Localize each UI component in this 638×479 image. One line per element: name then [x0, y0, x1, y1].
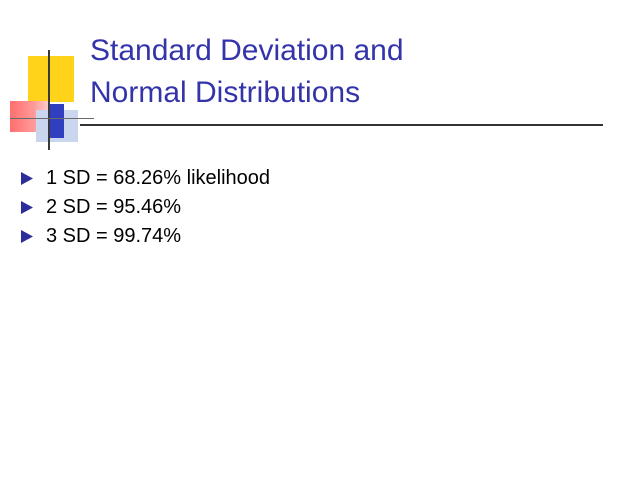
arrowhead-bullet-icon [21, 230, 33, 243]
decorative-vertical-line [48, 50, 50, 150]
bullet-text: 1 SD = 68.26% likelihood [46, 167, 271, 189]
slide-title-line-2: Normal Distributions [90, 76, 361, 109]
decorative-blue-block [50, 104, 64, 138]
bullet-list: 1 SD = 68.26% likelihood 2 SD = 95.46% 3… [18, 164, 270, 251]
title-underline [80, 124, 603, 126]
decorative-horizontal-line [10, 118, 94, 119]
bullet-text: 2 SD = 95.46% [46, 196, 182, 218]
decorative-yellow-block [28, 56, 74, 102]
slide-title-line-1: Standard Deviation and [90, 34, 404, 67]
slide-title: Standard Deviation and Normal Distributi… [90, 30, 610, 114]
bullet-item: 3 SD = 99.74% [18, 222, 270, 251]
arrowhead-bullet-icon [21, 172, 33, 185]
arrowhead-bullet-icon [21, 201, 33, 214]
bullet-item: 1 SD = 68.26% likelihood [18, 164, 270, 193]
bullet-item: 2 SD = 95.46% [18, 193, 270, 222]
bullet-text: 3 SD = 99.74% [46, 225, 182, 247]
